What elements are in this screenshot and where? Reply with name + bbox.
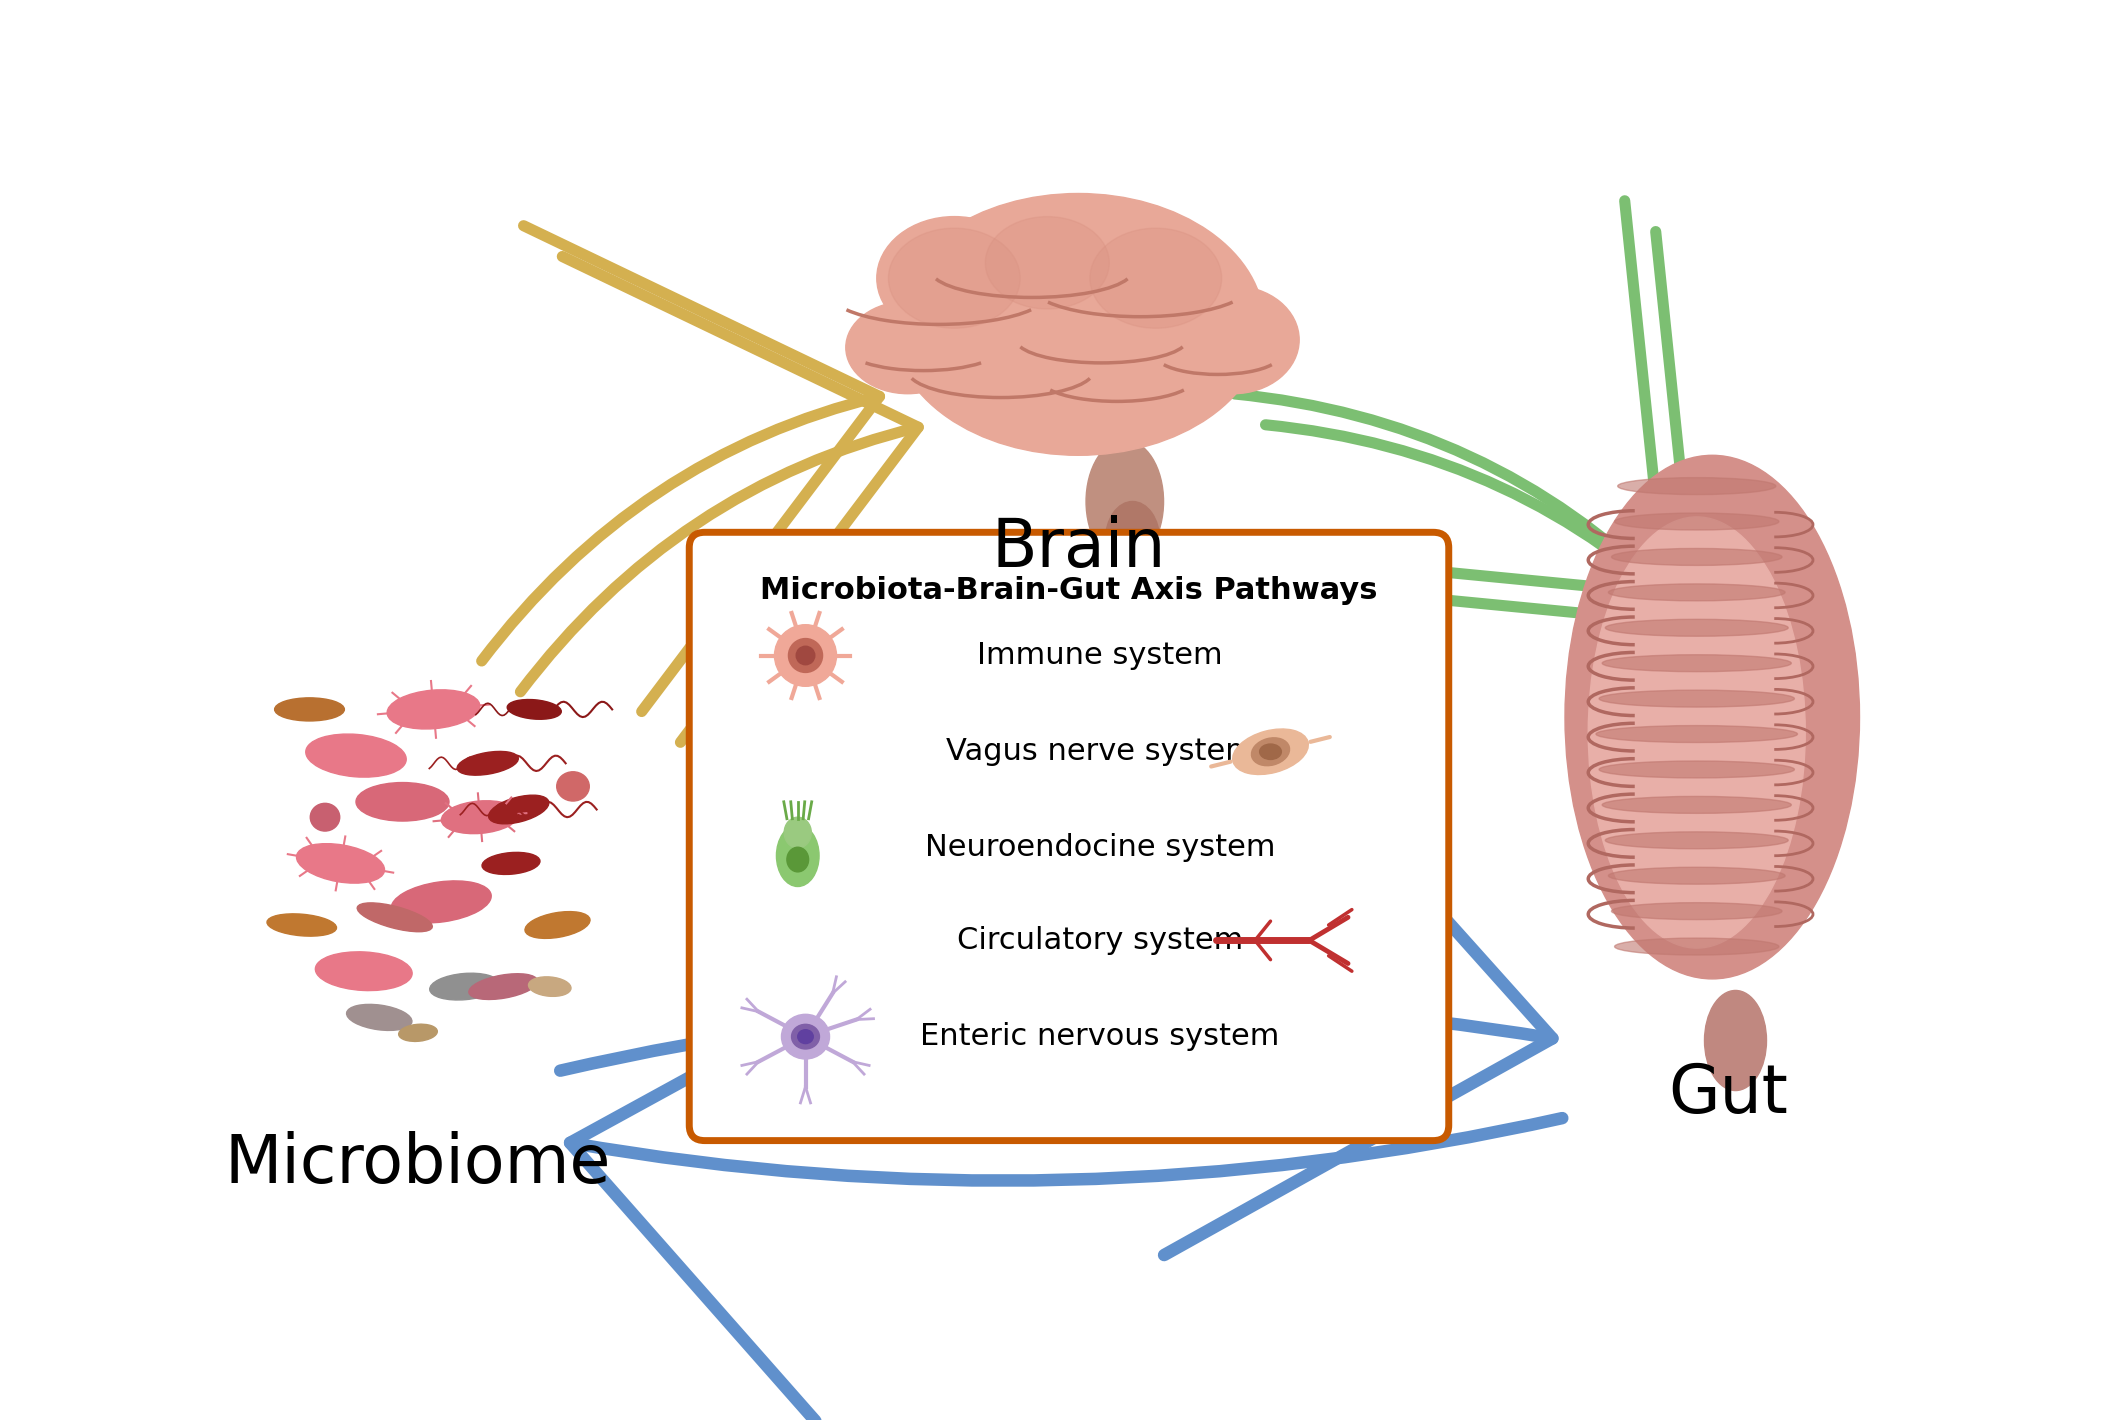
Text: Microbiota-Brain-Gut Axis Pathways: Microbiota-Brain-Gut Axis Pathways xyxy=(760,575,1378,605)
Text: Microbiome: Microbiome xyxy=(225,1130,610,1197)
Ellipse shape xyxy=(787,848,808,872)
Ellipse shape xyxy=(276,697,345,721)
Ellipse shape xyxy=(797,1030,814,1044)
Ellipse shape xyxy=(789,639,823,673)
Ellipse shape xyxy=(391,880,490,923)
Ellipse shape xyxy=(457,751,518,775)
Ellipse shape xyxy=(1612,548,1782,565)
Text: Neuroendocine system: Neuroendocine system xyxy=(926,834,1275,862)
Ellipse shape xyxy=(1614,939,1778,956)
Ellipse shape xyxy=(526,912,589,939)
Ellipse shape xyxy=(482,852,541,875)
Ellipse shape xyxy=(297,843,385,883)
Ellipse shape xyxy=(387,690,480,728)
Ellipse shape xyxy=(892,193,1265,456)
Ellipse shape xyxy=(1233,728,1309,774)
Text: Brain: Brain xyxy=(991,514,1166,581)
Ellipse shape xyxy=(398,1024,438,1041)
Ellipse shape xyxy=(309,804,339,831)
Ellipse shape xyxy=(1599,761,1795,778)
Ellipse shape xyxy=(1252,738,1290,765)
Ellipse shape xyxy=(488,795,549,824)
Ellipse shape xyxy=(1605,619,1788,636)
Ellipse shape xyxy=(528,977,570,997)
Ellipse shape xyxy=(1603,655,1791,672)
Ellipse shape xyxy=(305,734,406,777)
Text: Circulatory system: Circulatory system xyxy=(957,926,1243,954)
Ellipse shape xyxy=(1105,501,1159,578)
Ellipse shape xyxy=(985,217,1109,310)
Ellipse shape xyxy=(1599,690,1795,707)
Ellipse shape xyxy=(785,816,812,848)
Ellipse shape xyxy=(1614,513,1778,530)
Ellipse shape xyxy=(356,782,448,821)
Ellipse shape xyxy=(791,1024,818,1049)
Ellipse shape xyxy=(316,951,412,991)
Ellipse shape xyxy=(888,229,1020,328)
Ellipse shape xyxy=(1565,456,1860,978)
Ellipse shape xyxy=(1607,584,1784,601)
Ellipse shape xyxy=(1618,477,1776,494)
Ellipse shape xyxy=(558,772,589,801)
Ellipse shape xyxy=(1090,229,1222,328)
Ellipse shape xyxy=(1079,217,1233,339)
Ellipse shape xyxy=(974,204,1121,321)
Text: Vagus nerve system: Vagus nerve system xyxy=(945,737,1254,767)
Ellipse shape xyxy=(1605,832,1788,849)
Text: Enteric nervous system: Enteric nervous system xyxy=(919,1022,1279,1051)
Ellipse shape xyxy=(469,974,539,1000)
Ellipse shape xyxy=(781,1014,829,1059)
Ellipse shape xyxy=(877,217,1031,339)
Ellipse shape xyxy=(267,914,337,936)
Ellipse shape xyxy=(846,301,970,393)
FancyBboxPatch shape xyxy=(690,532,1450,1140)
Ellipse shape xyxy=(776,825,818,886)
Ellipse shape xyxy=(1597,726,1797,743)
Ellipse shape xyxy=(507,700,562,720)
Ellipse shape xyxy=(347,1004,412,1031)
Ellipse shape xyxy=(1607,868,1784,885)
Ellipse shape xyxy=(1168,285,1298,393)
Ellipse shape xyxy=(442,801,518,834)
Ellipse shape xyxy=(358,903,431,932)
Ellipse shape xyxy=(774,625,837,686)
Text: Gut: Gut xyxy=(1668,1061,1788,1127)
Ellipse shape xyxy=(1603,797,1791,814)
Ellipse shape xyxy=(1086,440,1164,564)
Ellipse shape xyxy=(1704,991,1767,1091)
Ellipse shape xyxy=(1589,517,1805,949)
Ellipse shape xyxy=(429,973,499,1000)
Ellipse shape xyxy=(795,646,814,665)
Text: Immune system: Immune system xyxy=(976,640,1222,670)
Ellipse shape xyxy=(1612,903,1782,920)
Ellipse shape xyxy=(1260,744,1281,760)
